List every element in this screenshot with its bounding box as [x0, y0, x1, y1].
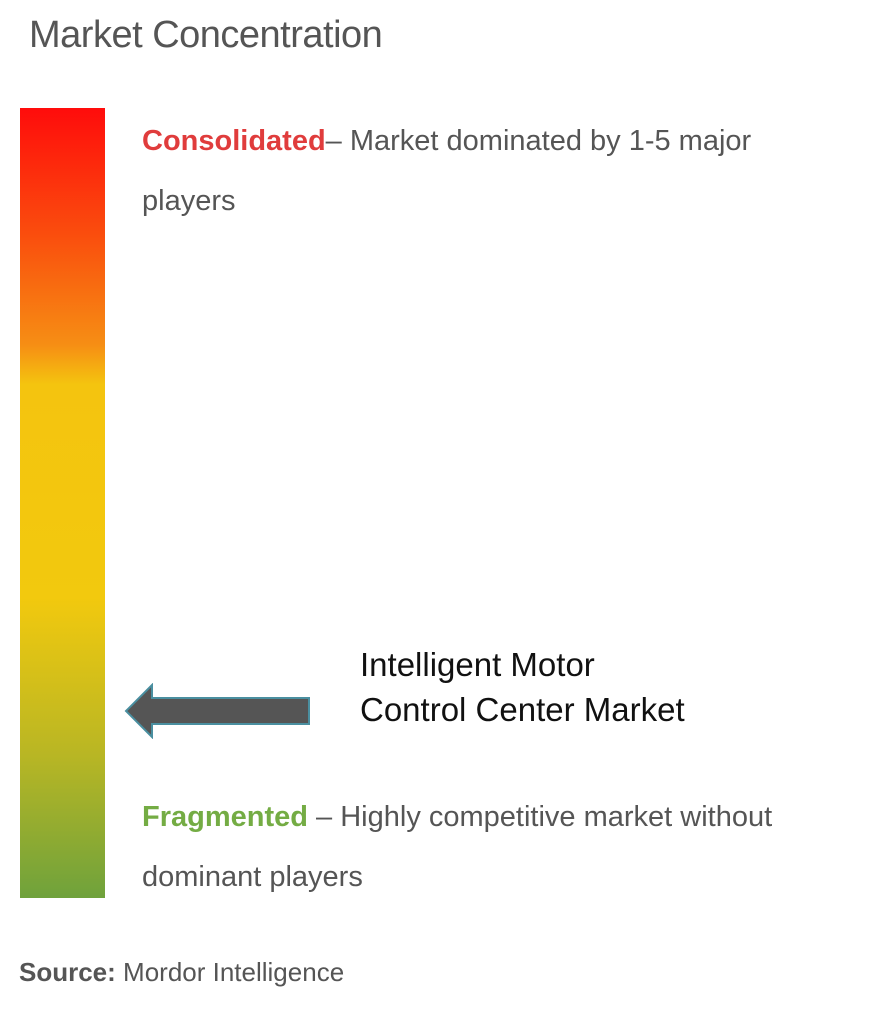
fragmented-text: – Highly competitive market without domi… — [142, 801, 773, 893]
market-marker-label: Intelligent Motor Control Center Market — [360, 642, 685, 732]
consolidated-text: – Market dominated by 1-5 major players — [142, 125, 752, 217]
market-position-arrow-icon — [124, 683, 310, 739]
fragmented-description: Fragmented – Highly competitive market w… — [142, 787, 842, 907]
market-label-line-1: Intelligent Motor — [360, 646, 595, 683]
market-label-line-2: Control Center Market — [360, 691, 685, 728]
fragmented-label: Fragmented — [142, 801, 308, 833]
chart-title: Market Concentration — [29, 14, 383, 56]
source-text: Mordor Intelligence — [115, 957, 345, 987]
consolidated-description: Consolidated– Market dominated by 1-5 ma… — [142, 111, 842, 231]
concentration-gradient-bar — [20, 108, 105, 898]
consolidated-label: Consolidated — [142, 125, 326, 157]
source-note: Source: Mordor Intelligence — [19, 957, 344, 988]
source-prefix: Source: — [19, 957, 116, 987]
